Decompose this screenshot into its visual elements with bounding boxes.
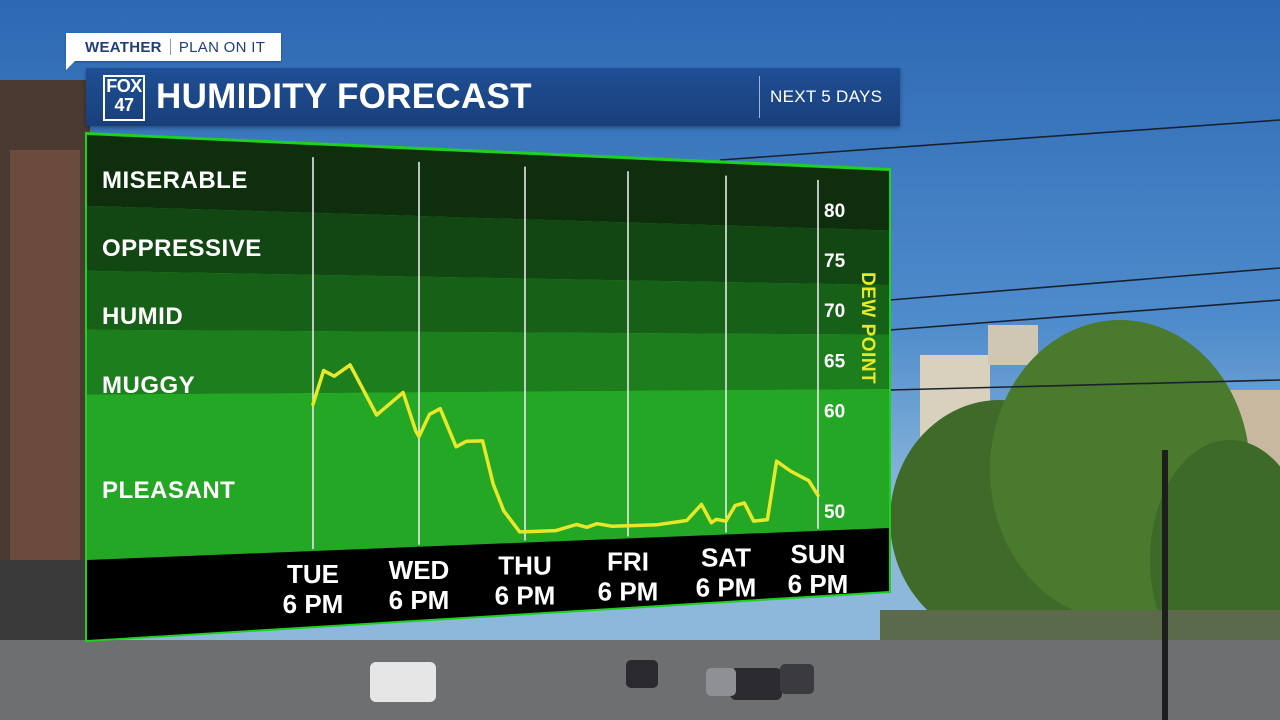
x-label-day-tue: TUE bbox=[287, 559, 339, 589]
title-bar: FOX 47 HUMIDITY FORECAST NEXT 5 DAYS bbox=[86, 68, 900, 126]
x-label-time-wed: 6 PM bbox=[389, 585, 450, 615]
band-label-muggy: MUGGY bbox=[102, 372, 195, 399]
band-label-miserable: MISERABLE bbox=[102, 167, 248, 194]
x-label-time-tue: 6 PM bbox=[283, 589, 344, 619]
y-tick-60: 60 bbox=[824, 402, 845, 423]
x-label-day-sat: SAT bbox=[701, 543, 751, 573]
weather-tag-label: WEATHER bbox=[85, 38, 162, 56]
title-divider bbox=[759, 76, 760, 118]
x-label-day-wed: WED bbox=[389, 555, 450, 585]
y-tick-75: 75 bbox=[824, 251, 846, 272]
logo-line-1: FOX bbox=[106, 76, 142, 96]
x-label-time-thu: 6 PM bbox=[495, 581, 556, 611]
band-miserable bbox=[87, 135, 889, 231]
band-label-pleasant: PLEASANT bbox=[102, 477, 235, 504]
y-tick-70: 70 bbox=[824, 301, 845, 322]
y-tick-80: 80 bbox=[824, 201, 845, 222]
plan-on-it-label: PLAN ON IT bbox=[178, 38, 266, 56]
forecast-range-label: NEXT 5 DAYS bbox=[770, 87, 883, 106]
logo-line-2: 47 bbox=[114, 95, 134, 115]
band-oppressive bbox=[87, 205, 889, 286]
page-title: HUMIDITY FORECAST bbox=[156, 77, 532, 116]
band-muggy bbox=[87, 329, 889, 395]
power-lines bbox=[719, 119, 1280, 391]
axis-footer bbox=[87, 528, 889, 640]
x-label-time-fri: 6 PM bbox=[598, 576, 659, 606]
weather-tag: WEATHER PLAN ON IT bbox=[66, 33, 281, 70]
y-tick-65: 65 bbox=[824, 351, 846, 372]
band-label-humid: HUMID bbox=[102, 303, 183, 330]
band-humid bbox=[87, 270, 889, 335]
x-label-day-thu: THU bbox=[498, 551, 551, 581]
dew-point-line bbox=[311, 363, 820, 534]
x-label-time-sat: 6 PM bbox=[696, 573, 757, 603]
parked-van bbox=[370, 662, 436, 702]
band-label-oppressive: OPPRESSIVE bbox=[102, 235, 262, 262]
y-tick-50: 50 bbox=[824, 502, 845, 523]
x-label-time-sun: 6 PM bbox=[788, 569, 849, 599]
fox47-logo: FOX 47 bbox=[103, 75, 145, 121]
x-label-day-fri: FRI bbox=[607, 546, 649, 576]
tag-divider bbox=[169, 39, 171, 55]
x-label-day-sun: SUN bbox=[791, 539, 846, 569]
y-axis-label: DEW POINT bbox=[857, 272, 878, 384]
